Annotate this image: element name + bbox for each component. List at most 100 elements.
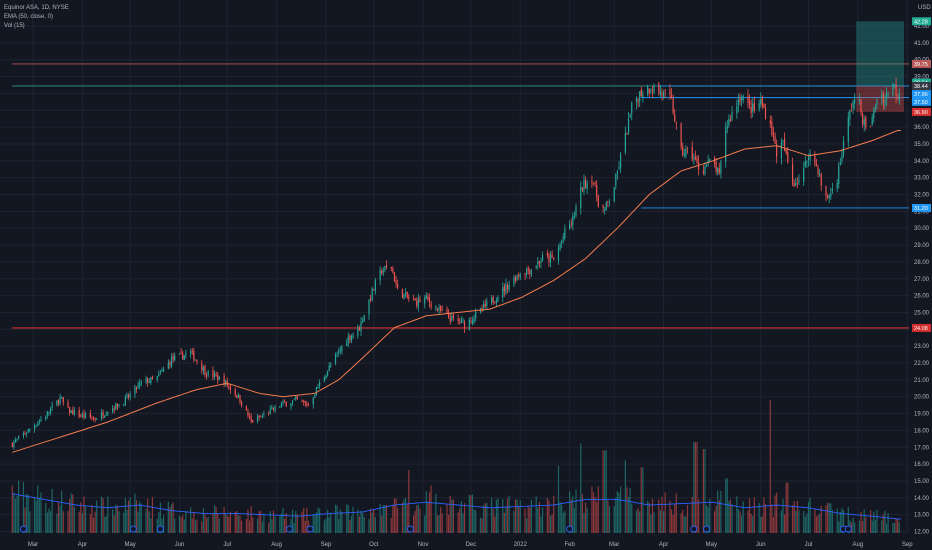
volume-bar <box>830 503 832 533</box>
legend-ema[interactable]: EMA (50, close, 0) <box>4 14 54 20</box>
volume-bar <box>561 504 563 533</box>
candle-body <box>16 438 18 440</box>
dividend-marker <box>156 525 164 533</box>
candle-body <box>435 307 437 309</box>
volume-bar <box>80 502 82 533</box>
axis-badge-label: 39.75 <box>914 62 928 68</box>
volume-bar <box>662 511 665 533</box>
candle-body <box>635 98 638 103</box>
candle-body <box>78 410 80 417</box>
volume-bar <box>776 492 778 533</box>
volume-bar <box>782 498 784 533</box>
volume-bar <box>596 502 598 533</box>
volume-bar <box>272 510 275 533</box>
candle-body <box>683 154 685 156</box>
candle-body <box>347 336 349 343</box>
volume-bar <box>631 503 633 533</box>
time-tick-label: Jul <box>805 542 813 548</box>
candle-body <box>780 142 783 159</box>
volume-bar <box>92 517 95 533</box>
volume-bar <box>416 505 418 533</box>
volume-bar <box>172 502 174 533</box>
volume-bar <box>207 516 209 533</box>
candle-body <box>258 415 260 418</box>
candle-body <box>538 261 540 264</box>
candle-body <box>350 335 353 342</box>
volume-bar <box>14 498 17 533</box>
volume-bar <box>506 498 509 533</box>
volume-bar <box>212 513 214 533</box>
volume-bar <box>449 496 451 533</box>
candle-body <box>81 414 83 417</box>
candle-body <box>591 180 593 184</box>
volume-bar <box>626 487 628 533</box>
candle-body <box>26 432 28 435</box>
candle-body <box>586 182 588 190</box>
candle-body <box>339 349 341 351</box>
candle-body <box>597 196 599 207</box>
time-tick-label: Sep <box>321 542 332 548</box>
volume-bar <box>151 496 154 533</box>
candle-body <box>92 417 95 419</box>
volume-bar <box>508 495 510 533</box>
candle-body <box>604 209 606 210</box>
candle-body <box>448 312 450 318</box>
volume-bar <box>424 515 426 533</box>
candle-body <box>682 146 684 156</box>
candle-body <box>446 309 448 314</box>
volume-bar <box>182 514 184 533</box>
volume-bar <box>753 497 755 533</box>
volume-bar <box>491 497 493 533</box>
candle-body <box>483 304 485 309</box>
legend-symbol[interactable]: Equinor ASA, 1D, NYSE <box>4 5 69 11</box>
volume-bar <box>580 443 582 533</box>
volume-bar <box>495 499 497 533</box>
candle-body <box>575 206 577 216</box>
candle-body <box>148 381 150 383</box>
candle-body <box>13 442 15 448</box>
volume-bar <box>771 504 773 533</box>
volume-bar <box>362 513 364 533</box>
volume-bar <box>559 501 561 533</box>
volume-bar <box>158 512 160 533</box>
volume-bar <box>438 514 440 533</box>
volume-bar <box>809 497 811 533</box>
candle-body <box>893 84 896 87</box>
candle-body <box>572 215 574 226</box>
candle-body <box>473 318 475 323</box>
candle-body <box>369 298 372 300</box>
legend-volume[interactable]: Vol (15) <box>4 23 25 29</box>
candle-body <box>774 135 776 144</box>
candle-body <box>96 419 98 421</box>
volume-bar <box>670 509 673 533</box>
volume-bar <box>435 493 437 533</box>
candle-body <box>185 353 187 356</box>
volume-bar <box>159 502 161 533</box>
candle-body <box>201 363 203 371</box>
volume-bar <box>291 509 294 533</box>
candle-body <box>694 156 697 160</box>
volume-bar <box>817 514 819 533</box>
volume-bar <box>484 503 486 533</box>
volume-bar <box>37 485 39 533</box>
volume-bar <box>616 491 619 533</box>
volume-bar <box>237 515 240 533</box>
volume-bar <box>89 513 91 533</box>
candle-body <box>427 296 429 300</box>
candle-body <box>280 403 283 407</box>
volume-bar <box>295 510 297 533</box>
candle-body <box>11 442 13 447</box>
volume-bar <box>774 495 776 533</box>
candle-body <box>782 140 784 141</box>
volume-bar <box>664 492 666 533</box>
candle-body <box>514 277 517 282</box>
candle-body <box>882 93 884 103</box>
volume-bar <box>479 517 482 533</box>
volume-bar <box>290 518 292 533</box>
volume-bar <box>847 506 849 533</box>
candle-body <box>670 94 673 98</box>
volume-bar <box>736 496 738 533</box>
candle-body <box>252 419 254 423</box>
volume-bar <box>314 514 316 533</box>
